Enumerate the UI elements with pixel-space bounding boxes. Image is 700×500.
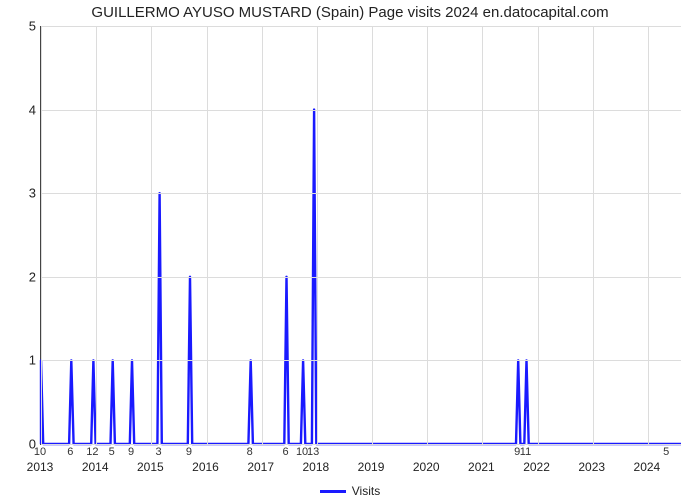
y-tick-label: 3 <box>0 186 36 201</box>
plot-area <box>40 26 681 445</box>
point-label: 6 <box>282 446 288 458</box>
point-label: 12 <box>86 446 98 458</box>
legend-label: Visits <box>352 484 380 498</box>
point-label: 5 <box>663 446 669 458</box>
point-label: 10 <box>34 446 46 458</box>
vgrid <box>482 26 483 444</box>
chart-container: GUILLERMO AYUSO MUSTARD (Spain) Page vis… <box>0 0 700 500</box>
x-year-label: 2022 <box>523 460 550 474</box>
x-year-label: 2023 <box>578 460 605 474</box>
vgrid <box>317 26 318 444</box>
point-label: 5 <box>109 446 115 458</box>
vgrid <box>41 26 42 444</box>
point-label: 8 <box>247 446 253 458</box>
vgrid <box>96 26 97 444</box>
vgrid <box>372 26 373 444</box>
y-tick-label: 2 <box>0 269 36 284</box>
x-year-label: 2014 <box>82 460 109 474</box>
vgrid <box>427 26 428 444</box>
x-year-label: 2021 <box>468 460 495 474</box>
x-year-label: 2020 <box>413 460 440 474</box>
y-tick-label: 4 <box>0 102 36 117</box>
series-line <box>41 26 681 444</box>
legend: Visits <box>0 484 700 498</box>
vgrid <box>648 26 649 444</box>
x-year-label: 2024 <box>634 460 661 474</box>
x-year-label: 2015 <box>137 460 164 474</box>
y-tick-label: 5 <box>0 19 36 34</box>
chart-title: GUILLERMO AYUSO MUSTARD (Spain) Page vis… <box>0 4 700 21</box>
x-year-label: 2019 <box>358 460 385 474</box>
x-year-label: 2018 <box>303 460 330 474</box>
vgrid <box>593 26 594 444</box>
x-year-label: 2017 <box>247 460 274 474</box>
hgrid <box>41 110 681 111</box>
vgrid <box>151 26 152 444</box>
point-label: 13 <box>307 446 319 458</box>
y-tick-label: 0 <box>0 437 36 452</box>
x-year-label: 2013 <box>27 460 54 474</box>
point-label: 9 <box>128 446 134 458</box>
vgrid <box>538 26 539 444</box>
vgrid <box>262 26 263 444</box>
hgrid <box>41 444 681 445</box>
point-label: 11 <box>520 446 531 458</box>
hgrid <box>41 193 681 194</box>
hgrid <box>41 360 681 361</box>
x-year-label: 2016 <box>192 460 219 474</box>
y-tick-label: 1 <box>0 353 36 368</box>
hgrid <box>41 277 681 278</box>
hgrid <box>41 26 681 27</box>
vgrid <box>207 26 208 444</box>
point-label: 3 <box>156 446 162 458</box>
legend-swatch <box>320 490 346 493</box>
point-label: 6 <box>67 446 73 458</box>
point-label: 9 <box>186 446 192 458</box>
